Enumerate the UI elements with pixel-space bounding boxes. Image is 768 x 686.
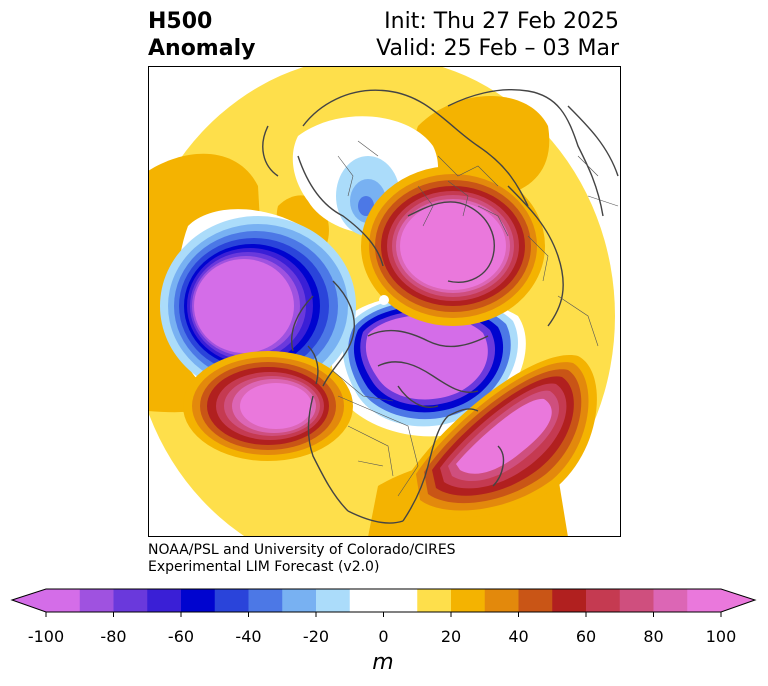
colorbar-bin xyxy=(653,589,688,612)
init-date: Init: Thu 27 Feb 2025 xyxy=(384,9,619,34)
colorbar: -100 -80 -60 -40 -20 0 20 40 60 80 100 m xyxy=(10,588,757,675)
colorbar-bin xyxy=(316,589,351,612)
map-subtitle: Init: Thu 27 Feb 2025 Valid: 25 Feb – 03… xyxy=(376,8,619,62)
map-title: H500 Anomaly xyxy=(148,8,255,62)
credit-line-2: Experimental LIM Forecast (v2.0) xyxy=(148,559,380,575)
coastlines xyxy=(262,88,619,524)
colorbar-bin xyxy=(113,589,148,612)
positive-anomaly-siberia xyxy=(361,166,545,326)
colorbar-tick-label: 0 xyxy=(378,627,388,646)
colorbar-tick-label: 60 xyxy=(576,627,596,646)
positive-anomaly-northeast-pacific xyxy=(183,351,353,461)
colorbar-bin xyxy=(518,589,553,612)
colorbar-tick-label: 80 xyxy=(643,627,663,646)
colorbar-bin xyxy=(79,589,114,612)
colorbar-under-arrow xyxy=(12,589,46,612)
colorbar-tick-label: -100 xyxy=(28,627,64,646)
credit-line-1: NOAA/PSL and University of Colorado/CIRE… xyxy=(148,542,456,558)
colorbar-tick-label: 40 xyxy=(508,627,528,646)
colorbar-label: m xyxy=(372,650,393,675)
title-line-2: Anomaly xyxy=(148,36,256,61)
positive-anomaly-western-atlantic xyxy=(408,355,597,518)
colorbar-tick-label: -60 xyxy=(168,627,194,646)
colorbar-bin xyxy=(282,589,317,612)
political-borders xyxy=(332,140,619,497)
title-line-1: H500 xyxy=(148,9,213,34)
negative-anomaly-arctic-canada xyxy=(342,295,518,427)
colorbar-bin xyxy=(349,589,384,612)
colorbar-bin xyxy=(586,589,621,612)
negative-anomaly-europe-center xyxy=(358,196,374,216)
anomaly-map xyxy=(148,66,621,537)
colorbar-tick-label: 20 xyxy=(441,627,461,646)
colorbar-bin xyxy=(147,589,182,612)
colorbar-bin xyxy=(214,589,249,612)
colorbar-tick-label: -20 xyxy=(303,627,329,646)
colorbar-tick-label: -80 xyxy=(100,627,126,646)
colorbar-tick-label: 100 xyxy=(706,627,737,646)
valid-range: Valid: 25 Feb – 03 Mar xyxy=(376,36,619,61)
colorbar-bin xyxy=(619,589,654,612)
colorbar-bin xyxy=(383,589,418,612)
colorbar-bin xyxy=(417,589,452,612)
colorbar-bin xyxy=(552,589,587,612)
colorbar-over-arrow xyxy=(721,589,755,612)
colorbar-bin xyxy=(181,589,216,612)
colorbar-bin xyxy=(248,589,283,612)
colorbar-bin xyxy=(46,589,81,612)
credit-text: NOAA/PSL and University of Colorado/CIRE… xyxy=(148,542,456,576)
colorbar-tick-label: -40 xyxy=(235,627,261,646)
north-pole-marker xyxy=(379,295,389,305)
negative-anomaly-north-pacific xyxy=(160,216,356,396)
colorbar-bin xyxy=(687,589,722,612)
colorbar-bin xyxy=(484,589,519,612)
colorbar-bin xyxy=(451,589,486,612)
